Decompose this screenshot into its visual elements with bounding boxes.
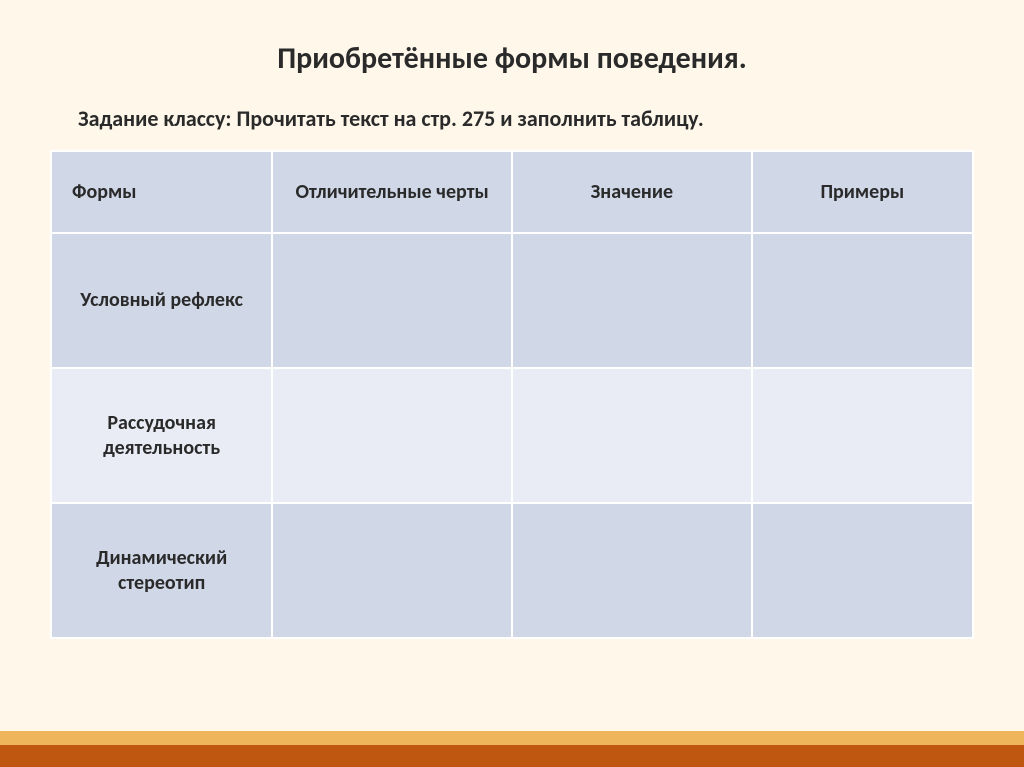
row-cell (272, 503, 512, 638)
row-label: Динамический стереотип (51, 503, 272, 638)
col-header-examples: Примеры (752, 151, 973, 233)
row-cell (512, 233, 752, 368)
border-lower-stripe (0, 745, 1024, 767)
col-header-forms: Формы (51, 151, 272, 233)
row-cell (512, 503, 752, 638)
col-header-meaning: Значение (512, 151, 752, 233)
slide-title: Приобретённые формы поведения. (50, 40, 974, 77)
row-label: Рассудочная деятельность (51, 368, 272, 503)
row-cell (752, 233, 973, 368)
table-row: Рассудочная деятельность (51, 368, 973, 503)
slide-container: Приобретённые формы поведения. Задание к… (0, 0, 1024, 767)
row-cell (272, 368, 512, 503)
table-header-row: Формы Отличительные черты Значение Приме… (51, 151, 973, 233)
table-row: Условный рефлекс (51, 233, 973, 368)
table-row: Динамический стереотип (51, 503, 973, 638)
row-cell (752, 503, 973, 638)
slide-bottom-border (0, 731, 1024, 767)
col-header-features: Отличительные черты (272, 151, 512, 233)
row-label: Условный рефлекс (51, 233, 272, 368)
row-cell (512, 368, 752, 503)
row-cell (272, 233, 512, 368)
behavior-forms-table: Формы Отличительные черты Значение Приме… (50, 150, 974, 639)
row-cell (752, 368, 973, 503)
slide-subtitle: Задание классу: Прочитать текст на стр. … (78, 105, 974, 132)
border-upper-stripe (0, 731, 1024, 745)
